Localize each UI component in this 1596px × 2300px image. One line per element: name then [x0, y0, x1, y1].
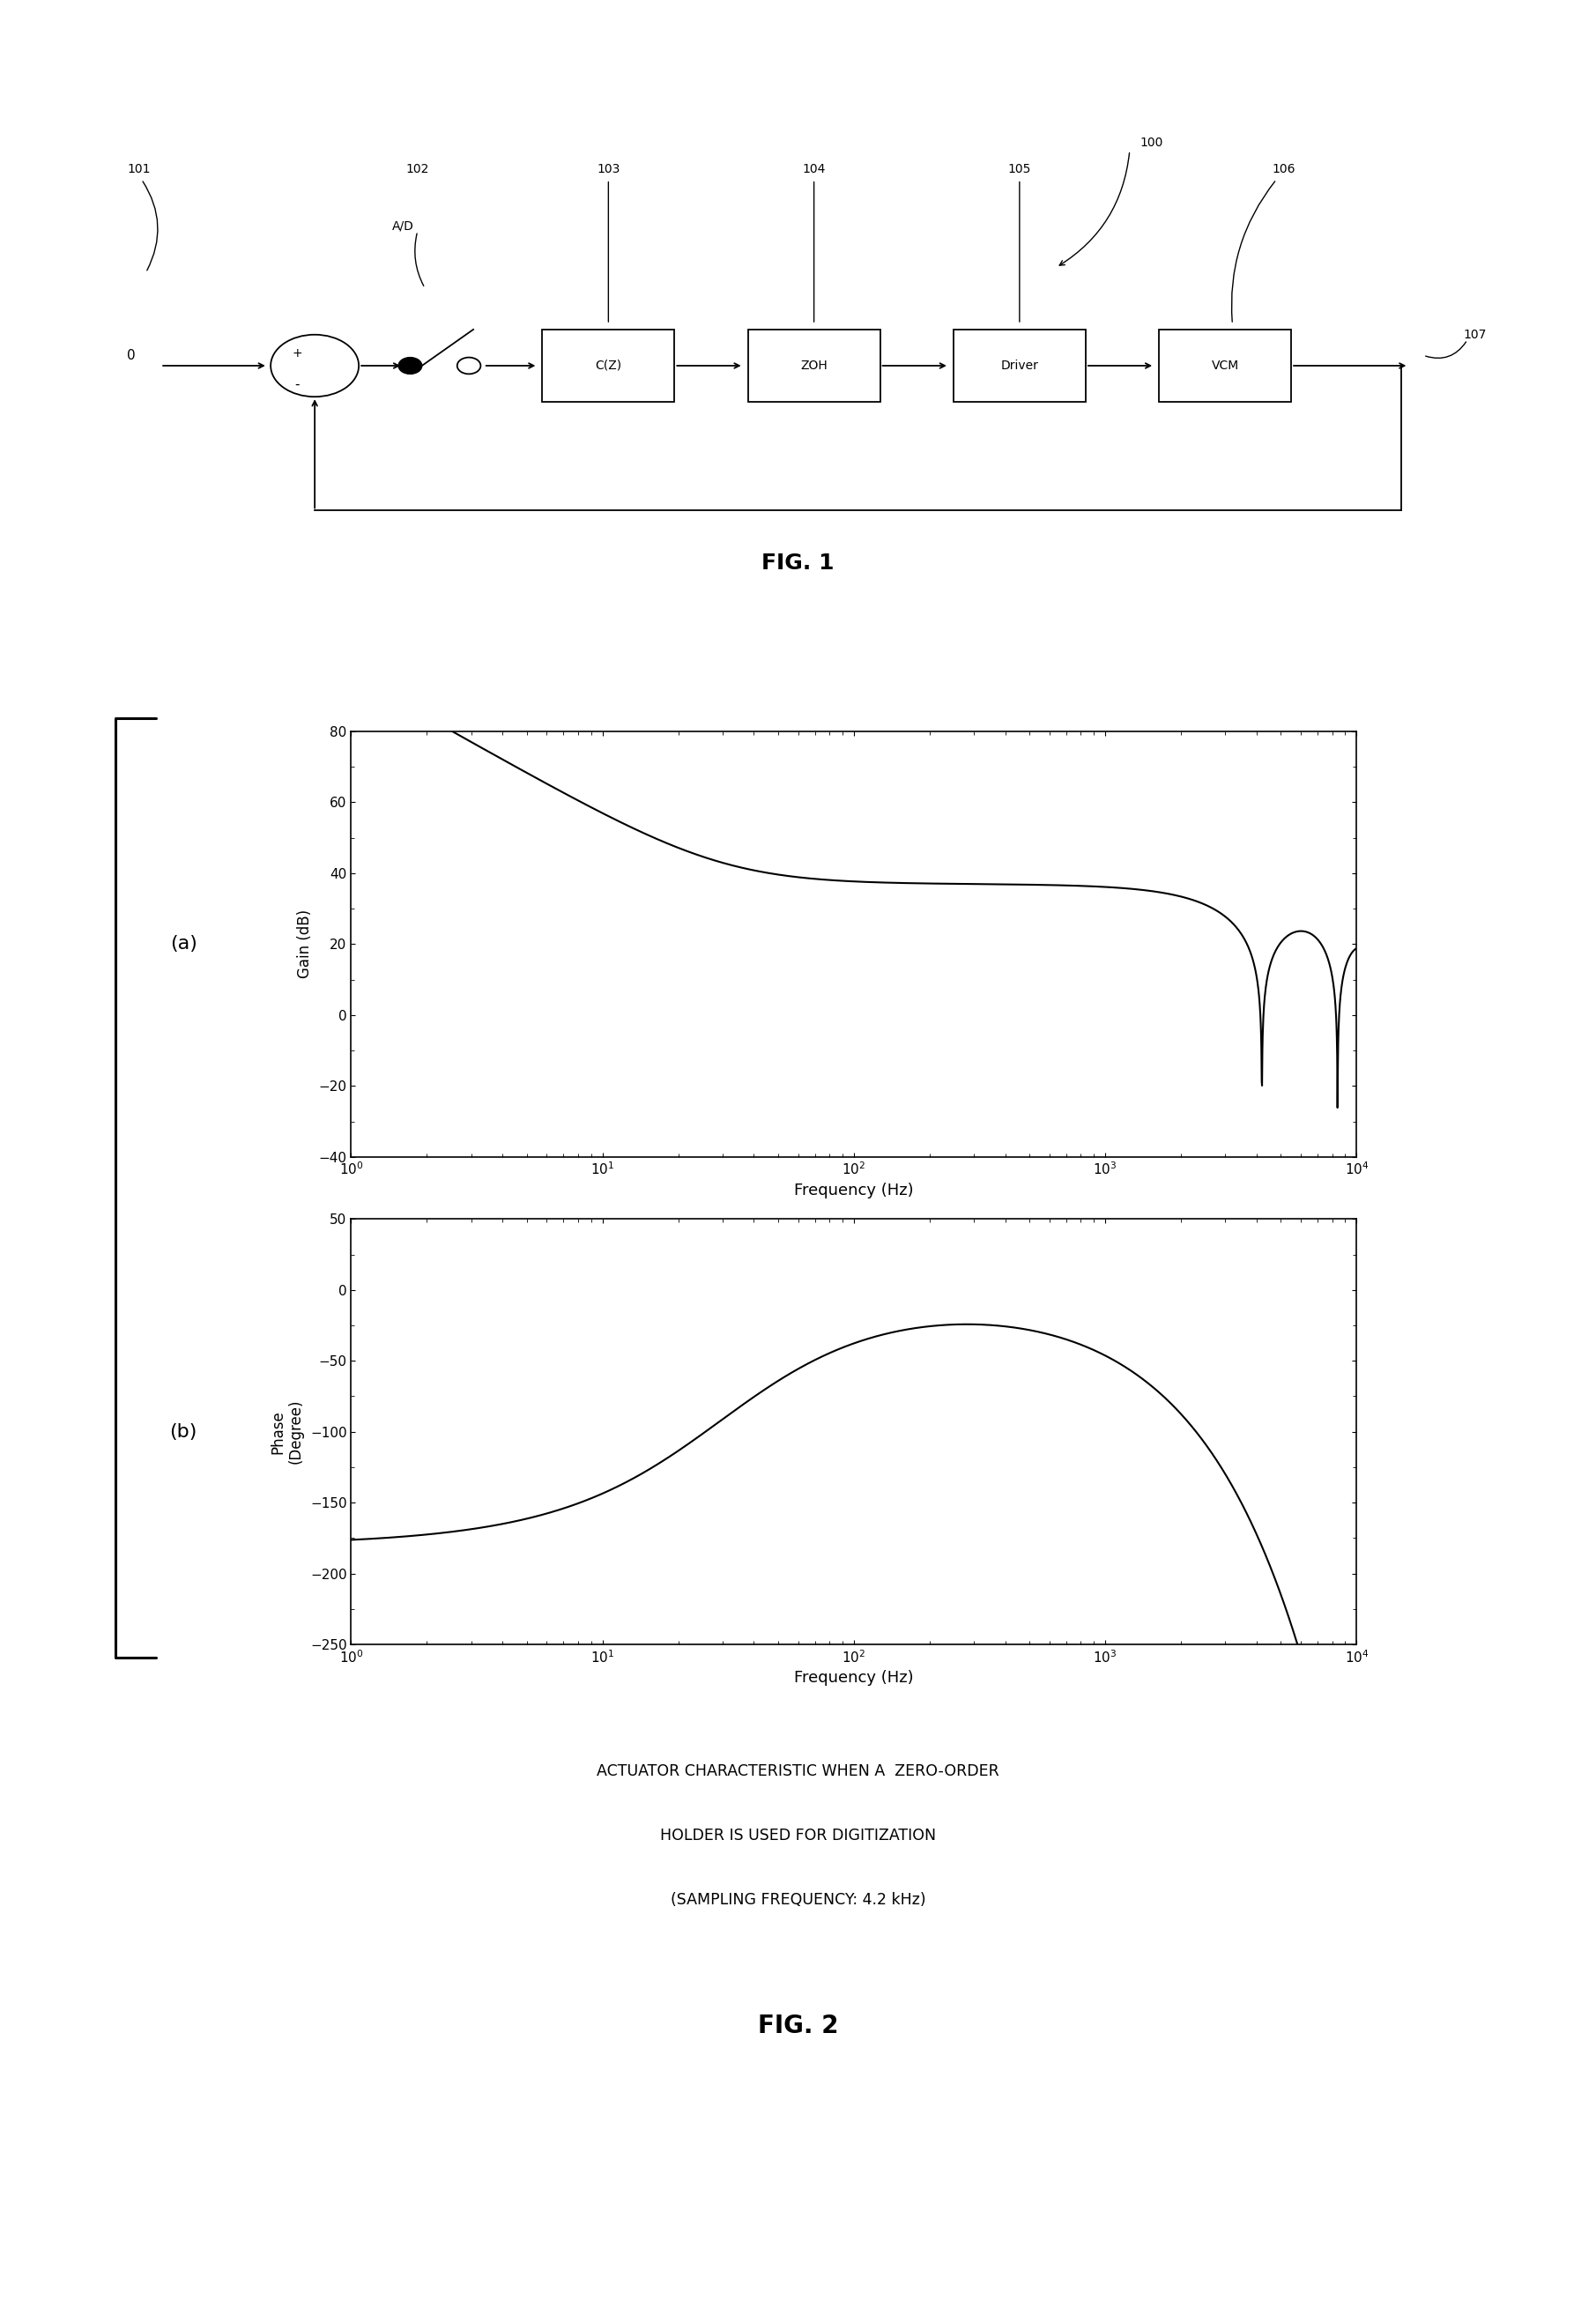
- Text: 102: 102: [405, 163, 429, 175]
- Text: 105: 105: [1009, 163, 1031, 175]
- Text: 0: 0: [128, 350, 136, 361]
- Y-axis label: Phase
(Degree): Phase (Degree): [270, 1398, 303, 1465]
- Text: 100: 100: [1140, 138, 1163, 150]
- X-axis label: Frequency (Hz): Frequency (Hz): [795, 1670, 913, 1686]
- Text: (SAMPLING FREQUENCY: 4.2 kHz): (SAMPLING FREQUENCY: 4.2 kHz): [670, 1893, 926, 1907]
- Y-axis label: Gain (dB): Gain (dB): [297, 911, 313, 977]
- Text: ZOH: ZOH: [801, 359, 827, 373]
- Text: FIG. 1: FIG. 1: [761, 552, 835, 575]
- Text: ACTUATOR CHARACTERISTIC WHEN A  ZERO-ORDER: ACTUATOR CHARACTERISTIC WHEN A ZERO-ORDE…: [597, 1764, 999, 1778]
- Text: Driver: Driver: [1001, 359, 1039, 373]
- Circle shape: [399, 356, 421, 375]
- Text: (a): (a): [169, 936, 198, 952]
- Text: VCM: VCM: [1211, 359, 1238, 373]
- FancyBboxPatch shape: [1159, 329, 1291, 402]
- Text: 104: 104: [803, 163, 825, 175]
- FancyBboxPatch shape: [953, 329, 1085, 402]
- Text: 101: 101: [126, 163, 150, 175]
- Text: FIG. 2: FIG. 2: [758, 2015, 838, 2038]
- Text: HOLDER IS USED FOR DIGITIZATION: HOLDER IS USED FOR DIGITIZATION: [661, 1829, 935, 1842]
- Text: A/D: A/D: [393, 221, 413, 232]
- Text: 103: 103: [597, 163, 619, 175]
- Text: C(Z): C(Z): [595, 359, 622, 373]
- Text: -: -: [295, 377, 300, 391]
- Text: 106: 106: [1272, 163, 1296, 175]
- Text: (b): (b): [169, 1424, 198, 1440]
- FancyBboxPatch shape: [543, 329, 675, 402]
- Text: +: +: [292, 347, 302, 359]
- Text: 107: 107: [1464, 329, 1486, 340]
- X-axis label: Frequency (Hz): Frequency (Hz): [795, 1182, 913, 1198]
- FancyBboxPatch shape: [749, 329, 879, 402]
